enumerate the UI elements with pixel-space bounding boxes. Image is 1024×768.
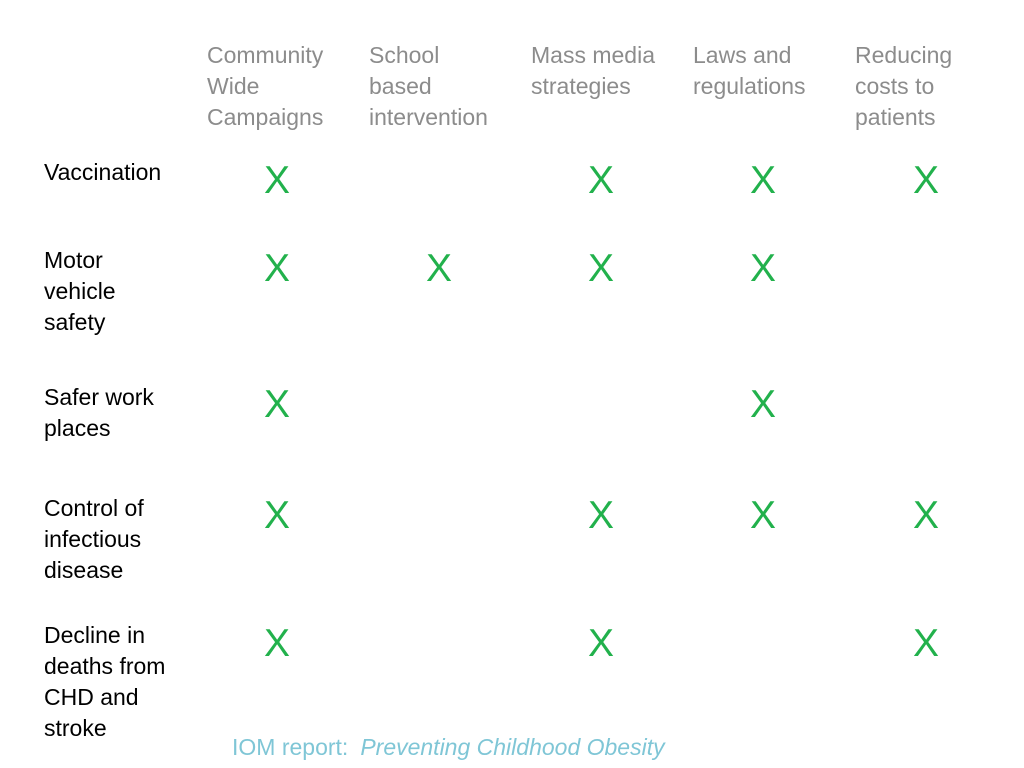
column-header-school-based-intervention: School based intervention bbox=[369, 42, 488, 130]
row-label-motor-vehicle-safety: Motor vehicle safety bbox=[44, 247, 116, 335]
mark-vaccination-media: X bbox=[587, 159, 614, 202]
row-label-decline-chd-stroke: Decline in deaths from CHD and stroke bbox=[44, 622, 166, 741]
mark-infectious-media: X bbox=[587, 494, 614, 537]
column-header-laws-and-regulations: Laws and regulations bbox=[693, 42, 806, 99]
mark-vaccination-laws: X bbox=[749, 159, 776, 202]
mark-motor-community: X bbox=[263, 247, 290, 290]
mark-infectious-costs: X bbox=[912, 494, 939, 537]
mark-motor-media: X bbox=[587, 247, 614, 290]
mark-work-community: X bbox=[263, 383, 290, 426]
mark-chd-community: X bbox=[263, 622, 290, 665]
source-caption: IOM report: Preventing Childhood Obesity bbox=[232, 732, 665, 762]
column-header-reducing-costs: Reducing costs to patients bbox=[855, 42, 953, 130]
mark-work-laws: X bbox=[749, 383, 776, 426]
row-label-control-infectious-disease: Control of infectious disease bbox=[44, 495, 144, 583]
caption-prefix: IOM report: bbox=[232, 734, 349, 760]
caption-report-title: Preventing Childhood Obesity bbox=[360, 734, 665, 760]
mark-vaccination-community: X bbox=[263, 159, 290, 202]
mark-chd-media: X bbox=[587, 622, 614, 665]
row-label-vaccination: Vaccination bbox=[44, 159, 162, 185]
mark-infectious-community: X bbox=[263, 494, 290, 537]
column-header-community-wide-campaigns: Community Wide Campaigns bbox=[207, 42, 324, 130]
row-label-safer-work-places: Safer work places bbox=[44, 384, 154, 441]
column-header-mass-media-strategies: Mass media strategies bbox=[531, 42, 655, 99]
mark-infectious-laws: X bbox=[749, 494, 776, 537]
mark-motor-laws: X bbox=[749, 247, 776, 290]
mark-motor-school: X bbox=[425, 247, 452, 290]
mark-vaccination-costs: X bbox=[912, 159, 939, 202]
mark-chd-costs: X bbox=[912, 622, 939, 665]
